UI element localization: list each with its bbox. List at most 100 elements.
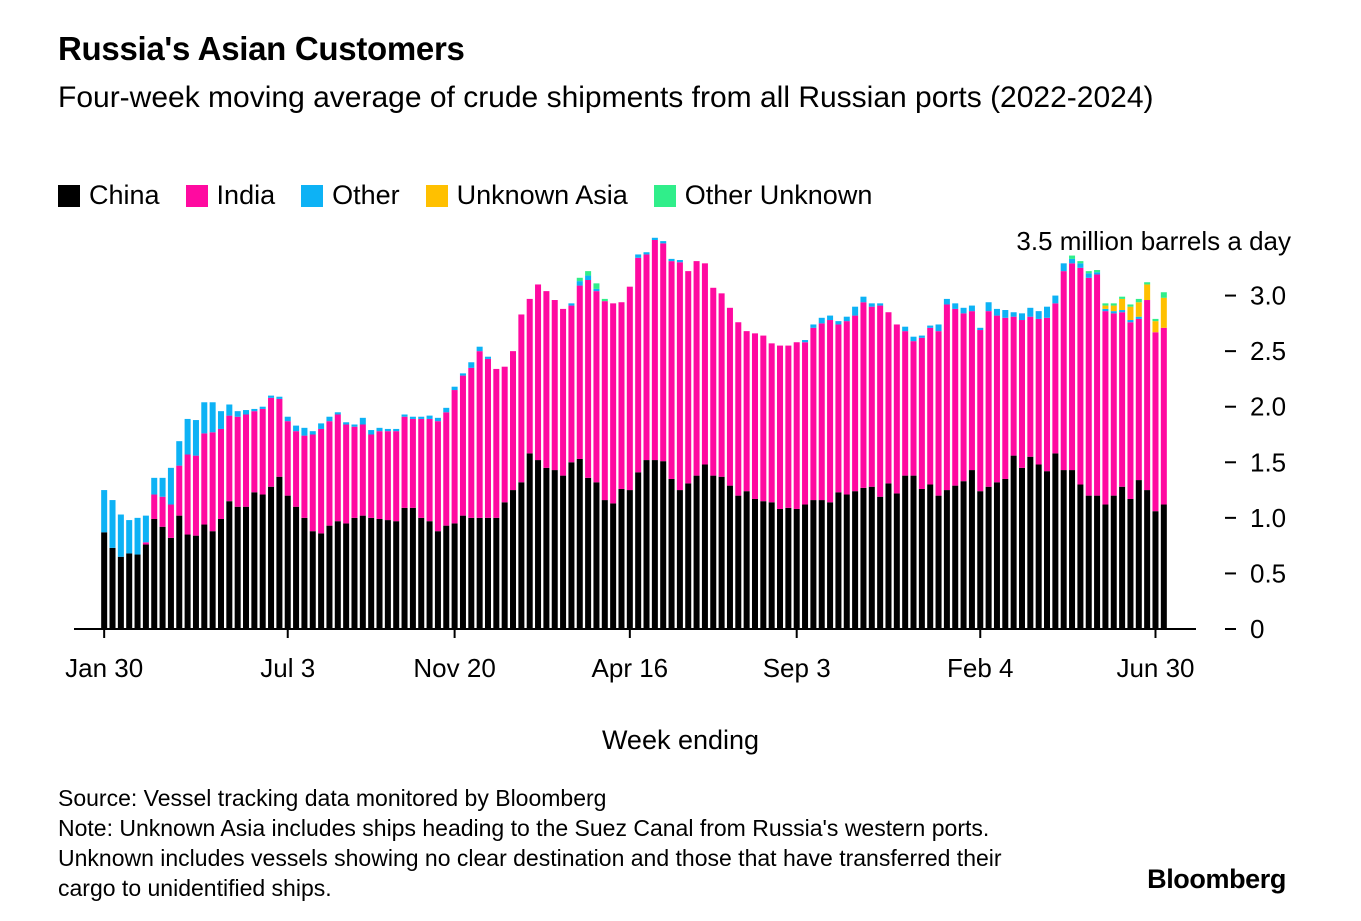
bar-india-28	[334, 414, 341, 522]
bar-other-85	[810, 324, 817, 328]
bar-china-31	[359, 515, 366, 629]
bar-china-95	[893, 493, 900, 629]
bar-india-81	[777, 345, 784, 509]
bar-india-79	[760, 335, 767, 502]
bar-other-14	[217, 411, 224, 429]
bar-india-91	[860, 302, 867, 488]
bar-china-73	[710, 475, 717, 629]
bar-india-8	[167, 504, 174, 538]
bar-china-109	[1010, 455, 1017, 629]
bar-china-49	[510, 490, 517, 629]
bar-india-45	[476, 351, 483, 518]
bar-china-125	[1144, 490, 1151, 629]
bar-other-30	[351, 424, 358, 427]
bar-india-83	[793, 342, 800, 509]
bar-other-38	[418, 416, 425, 419]
bar-india-93	[877, 305, 884, 497]
bar-india-20	[268, 397, 275, 487]
bar-unknown-asia-120	[1102, 305, 1109, 309]
bar-india-110	[1018, 320, 1025, 468]
bar-other-42	[451, 386, 458, 391]
bar-china-58	[585, 477, 592, 629]
bar-india-114	[1052, 303, 1059, 454]
bar-india-38	[418, 418, 425, 518]
bar-india-23	[293, 431, 300, 507]
bar-unknown-asia-123	[1127, 306, 1134, 321]
bar-other-33	[376, 427, 383, 432]
bar-china-106	[985, 486, 992, 629]
bar-china-14	[217, 518, 224, 629]
bar-other-24	[301, 427, 308, 436]
bar-india-60	[601, 301, 608, 501]
bar-china-29	[343, 523, 350, 629]
bar-other-26	[318, 423, 325, 429]
bar-china-84	[802, 504, 809, 629]
legend-swatch-other	[301, 184, 324, 207]
bar-india-76	[735, 322, 742, 496]
bar-other-116	[1069, 258, 1076, 264]
y-tick-label-2: 1.0	[1250, 503, 1286, 533]
y-tick-label-3: 1.5	[1250, 447, 1286, 477]
bar-india-9	[176, 465, 183, 516]
bar-china-20	[268, 486, 275, 629]
x-tick-label-4: Sep 3	[763, 653, 831, 683]
bar-india-34	[384, 431, 391, 521]
bar-india-26	[318, 428, 325, 534]
bar-india-67	[660, 243, 667, 462]
bar-unknown-asia-126	[1152, 321, 1159, 333]
bar-india-16	[234, 416, 241, 507]
bar-india-99	[927, 327, 934, 485]
bar-india-51	[526, 298, 533, 454]
bar-other-13	[209, 402, 216, 433]
bar-china-67	[660, 461, 667, 629]
bar-other-31	[359, 417, 366, 425]
bar-india-117	[1077, 267, 1084, 485]
bar-other-66	[651, 237, 658, 240]
bar-other-18	[251, 408, 258, 412]
bar-china-18	[251, 492, 258, 629]
bar-other-86	[818, 317, 825, 324]
bar-china-100	[935, 495, 942, 629]
bar-other-23	[293, 425, 300, 432]
bar-china-93	[877, 496, 884, 629]
bar-other-87	[827, 315, 834, 321]
bar-india-125	[1144, 300, 1151, 491]
legend-item-india: India	[185, 180, 275, 211]
bar-other-unknown-59	[593, 283, 600, 289]
bar-china-41	[443, 525, 450, 629]
bar-other-122	[1119, 310, 1126, 313]
bar-china-37	[409, 507, 416, 629]
bar-china-87	[827, 502, 834, 629]
bar-india-37	[409, 418, 416, 508]
bar-other-59	[593, 288, 600, 292]
bar-india-107	[993, 315, 1000, 483]
bar-other-16	[234, 411, 241, 417]
bar-china-69	[676, 490, 683, 629]
legend-swatch-unknown-asia	[425, 184, 448, 207]
bar-china-16	[234, 506, 241, 629]
bar-other-109	[1010, 312, 1017, 317]
bar-india-113	[1044, 317, 1051, 472]
bar-china-57	[576, 458, 583, 629]
bar-other-58	[585, 275, 592, 281]
bar-other-114	[1052, 295, 1059, 304]
bar-india-74	[718, 293, 725, 477]
bar-india-36	[401, 416, 408, 508]
x-tick-label-2: Nov 20	[413, 653, 495, 683]
bar-china-55	[560, 475, 567, 629]
bar-other-unknown-126	[1152, 318, 1159, 322]
bar-other-106	[985, 302, 992, 312]
bar-india-102	[952, 308, 959, 486]
bar-other-5	[142, 515, 149, 543]
footer-notes: Source: Vessel tracking data monitored b…	[58, 783, 1058, 903]
bar-china-22	[284, 495, 291, 629]
bar-china-112	[1035, 464, 1042, 629]
bar-china-71	[693, 475, 700, 629]
bar-china-117	[1077, 484, 1084, 629]
bar-india-54	[551, 300, 558, 471]
bar-china-35	[393, 521, 400, 629]
bar-india-90	[852, 315, 859, 492]
bar-china-28	[334, 521, 341, 629]
bar-china-126	[1152, 511, 1159, 629]
bar-other-29	[343, 422, 350, 425]
